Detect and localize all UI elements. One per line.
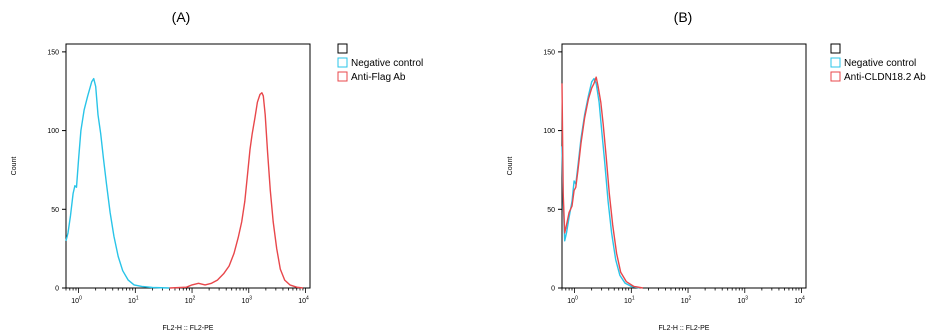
plot-frame-a <box>65 43 311 289</box>
series-line-anti-flag-ab <box>169 92 303 289</box>
x-tick-label: 103 <box>737 296 748 306</box>
legend-swatch-anti-flag-ab <box>337 71 348 82</box>
x-tick-label: 103 <box>241 296 252 306</box>
series-line-negative-control <box>561 77 640 289</box>
y-tick-label: 100 <box>543 128 555 135</box>
y-ticks-a: 0 50 100 150 <box>47 49 66 293</box>
x-ticks-a: 100 101 102 103 104 <box>65 288 309 306</box>
y-ticks-b: 0 50 100 150 <box>543 49 562 293</box>
x-tick-label: 104 <box>794 296 805 306</box>
series-layer-b <box>561 76 644 289</box>
x-tick-label: 101 <box>624 296 635 306</box>
y-tick-label: 100 <box>47 128 59 135</box>
y-axis-title-b: Count <box>507 157 514 176</box>
y-tick-label: 0 <box>551 286 555 293</box>
y-tick-label: 50 <box>547 207 555 214</box>
x-tick-label: 104 <box>298 296 309 306</box>
legend-entry-anti-cldn18-2-ab: Anti-CLDN18.2 Ab <box>844 72 926 83</box>
x-ticks-b: 100 101 102 103 104 <box>561 288 805 306</box>
legend-swatch-negative-control <box>337 57 348 68</box>
x-tick-label: 101 <box>128 296 139 306</box>
legend-entry-negative-control: Negative control <box>844 58 916 69</box>
x-tick-label: 100 <box>567 296 578 306</box>
x-tick-label: 102 <box>681 296 692 306</box>
x-axis-title-b: FL2-H :: FL2-PE <box>659 325 710 332</box>
legend-swatch-blank <box>830 43 841 54</box>
series-line-negative-control <box>65 77 170 289</box>
y-tick-label: 150 <box>543 49 555 56</box>
legend-swatch-negative-control <box>830 57 841 68</box>
y-tick-label: 150 <box>47 49 59 56</box>
panel-label-a: (A) <box>172 9 191 25</box>
x-tick-label: 102 <box>185 296 196 306</box>
series-line-anti-cldn18-2-ab <box>561 76 644 289</box>
y-tick-label: 50 <box>51 207 59 214</box>
series-layer-a <box>65 77 303 289</box>
y-tick-label: 0 <box>55 286 59 293</box>
x-tick-label: 100 <box>71 296 82 306</box>
legend-entry-negative-control: Negative control <box>351 58 423 69</box>
panel-label-b: (B) <box>674 9 693 25</box>
legend-a: Negative control Anti-Flag Ab <box>337 43 423 83</box>
legend-swatch-anti-cldn18-2-ab <box>830 71 841 82</box>
legend-swatch-blank <box>337 43 348 54</box>
legend-entry-anti-flag-ab: Anti-Flag Ab <box>351 72 406 83</box>
y-axis-title-a: Count <box>11 157 18 176</box>
plot-frame-b <box>561 43 807 289</box>
legend-b: Negative control Anti-CLDN18.2 Ab <box>830 43 926 83</box>
x-axis-title-a: FL2-H :: FL2-PE <box>163 325 214 332</box>
